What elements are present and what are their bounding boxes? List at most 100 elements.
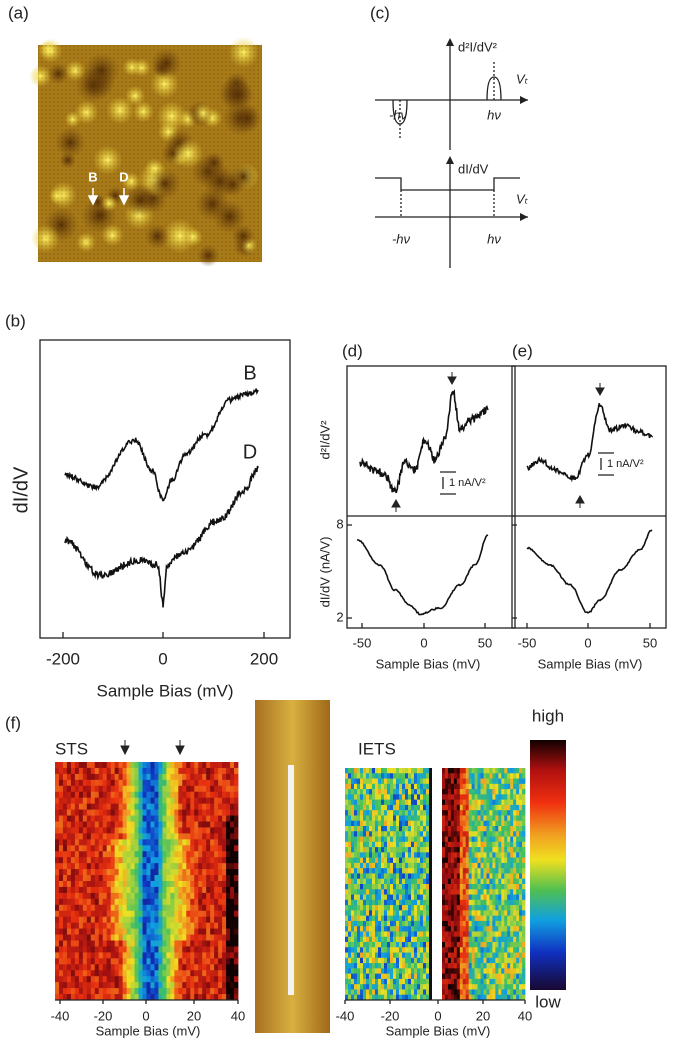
map-cell <box>154 952 158 958</box>
map-cell <box>206 762 210 768</box>
map-cell <box>454 989 457 995</box>
map-cell <box>408 989 411 995</box>
map-cell <box>522 863 525 869</box>
map-cell <box>507 900 510 906</box>
map-cell <box>402 963 405 969</box>
map-cell <box>119 917 123 923</box>
map-cell <box>162 887 166 893</box>
map-cell <box>154 839 158 845</box>
map-cell <box>442 863 445 869</box>
map-cell <box>360 847 363 853</box>
map-cell <box>154 792 158 798</box>
map-cell <box>83 899 87 905</box>
map-cell <box>206 845 210 851</box>
map-cell <box>445 779 448 785</box>
map-cell <box>393 800 396 806</box>
map-cell <box>139 851 143 857</box>
map-cell <box>190 798 194 804</box>
map-cell <box>454 916 457 922</box>
map-cell <box>174 899 178 905</box>
map-cell <box>451 963 454 969</box>
map-cell <box>475 826 478 832</box>
map-cell <box>75 869 79 875</box>
map-cell <box>55 833 59 839</box>
map-cell <box>495 863 498 869</box>
map-cell <box>131 762 135 768</box>
map-cell <box>466 852 469 858</box>
map-cell <box>150 774 154 780</box>
map-cell <box>454 805 457 811</box>
map-cell <box>135 869 139 875</box>
map-cell <box>351 800 354 806</box>
map-cell <box>55 780 59 786</box>
map-cell <box>170 905 174 911</box>
map-cell <box>87 893 91 899</box>
map-cell <box>210 857 214 863</box>
map-cell <box>463 884 466 890</box>
map-cell <box>63 970 67 976</box>
map-cell <box>198 935 202 941</box>
map-cell <box>372 873 375 879</box>
map-cell <box>115 935 119 941</box>
map-cell <box>402 900 405 906</box>
map-cell <box>448 810 451 816</box>
map-cell <box>366 868 369 874</box>
map-cell <box>463 942 466 948</box>
map-cell <box>472 821 475 827</box>
map-cell <box>135 911 139 917</box>
map-cell <box>55 816 59 822</box>
map-cell <box>95 851 99 857</box>
map-cell <box>83 970 87 976</box>
map-cell <box>91 869 95 875</box>
map-cell <box>475 916 478 922</box>
map-cell <box>454 810 457 816</box>
map-cell <box>486 784 489 790</box>
map-cell <box>218 923 222 929</box>
x-axis-label: Sample Bias (mV) <box>97 681 234 700</box>
map-cell <box>214 839 218 845</box>
map-cell <box>507 910 510 916</box>
map-cell <box>186 899 190 905</box>
map-cell <box>390 989 393 995</box>
map-cell <box>182 762 186 768</box>
map-cell <box>194 851 198 857</box>
map-cell <box>351 779 354 785</box>
map-cell <box>182 833 186 839</box>
map-cell <box>498 916 501 922</box>
map-cell <box>457 852 460 858</box>
map-cell <box>489 979 492 985</box>
map-cell <box>162 988 166 994</box>
map-cell <box>405 905 408 911</box>
map-cell <box>451 889 454 895</box>
map-cell <box>423 847 426 853</box>
map-cell <box>402 831 405 837</box>
map-cell <box>469 821 472 827</box>
map-cell <box>67 946 71 952</box>
map-cell <box>71 911 75 917</box>
map-cell <box>402 852 405 858</box>
map-cell <box>210 780 214 786</box>
map-cell <box>472 826 475 832</box>
map-cell <box>351 937 354 943</box>
map-cell <box>384 958 387 964</box>
map-cell <box>513 905 516 911</box>
map-cell <box>420 979 423 985</box>
map-cell <box>489 815 492 821</box>
map-cell <box>170 822 174 828</box>
map-cell <box>381 842 384 848</box>
map-cell <box>135 839 139 845</box>
x-axis-label: Sample Bias (mV) <box>376 656 481 671</box>
map-cell <box>348 963 351 969</box>
map-cell <box>454 926 457 932</box>
map-cell <box>107 976 111 982</box>
map-cell <box>454 847 457 853</box>
map-cell <box>123 941 127 947</box>
map-cell <box>63 857 67 863</box>
map-cell <box>131 869 135 875</box>
map-cell <box>484 953 487 959</box>
map-cell <box>360 926 363 932</box>
map-cell <box>111 905 115 911</box>
map-cell <box>423 826 426 832</box>
map-cell <box>504 921 507 927</box>
map-cell <box>457 794 460 800</box>
